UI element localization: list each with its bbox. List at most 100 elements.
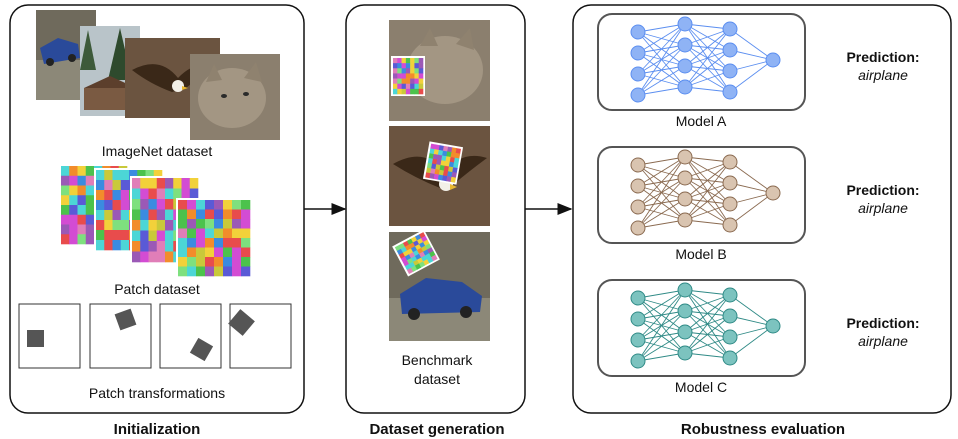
imagenet-photo-stack	[36, 10, 280, 140]
network-node	[677, 170, 693, 186]
dataset-generation-panel: Benchmark dataset	[345, 4, 526, 414]
patch-square-icon	[27, 330, 44, 347]
network-edge	[684, 86, 731, 93]
network-node	[630, 24, 646, 40]
patch-mosaic	[392, 229, 440, 277]
network-edge	[637, 156, 686, 187]
network-edge	[637, 23, 686, 54]
network-node	[630, 290, 646, 306]
network-edge	[684, 161, 731, 200]
network-edge	[684, 294, 731, 333]
adversarial-patch	[392, 229, 440, 277]
network-edge	[637, 219, 686, 229]
network-node	[722, 42, 738, 58]
network-edge	[684, 161, 731, 179]
robustness-evaluation-title: Robustness evaluation	[681, 421, 845, 438]
prediction-value: airplane	[858, 67, 908, 83]
network-node	[630, 178, 646, 194]
network-edge	[684, 336, 731, 354]
network-node	[630, 87, 646, 103]
network-edge	[684, 156, 731, 163]
transform-box-3	[159, 303, 222, 369]
network-edge	[637, 289, 686, 320]
network-edge	[729, 161, 774, 194]
network-edge	[729, 28, 774, 61]
benchmark-label-line1: Benchmark	[402, 352, 474, 368]
network-edge	[684, 70, 731, 88]
network-edge	[729, 192, 774, 226]
prediction-label: Prediction:	[846, 49, 919, 65]
prediction-label: Prediction:	[846, 315, 919, 331]
network-edge	[684, 203, 731, 221]
model-a-block: Model A Prediction: airplane	[597, 13, 920, 129]
network-edge	[637, 289, 686, 341]
network-node	[722, 287, 738, 303]
network-edge	[637, 23, 686, 96]
patch-dataset-stack	[61, 166, 252, 278]
network-edge	[637, 289, 686, 299]
network-node	[722, 154, 738, 170]
model-name: Model B	[675, 246, 726, 262]
network-edge	[637, 23, 686, 75]
model-name: Model C	[675, 379, 727, 395]
robustness-evaluation-panel: Model A Prediction: airplane Model B Predict…	[572, 4, 952, 414]
network-edge	[637, 198, 686, 229]
imagenet-dataset-label: ImageNet dataset	[102, 143, 213, 159]
network-node	[722, 350, 738, 366]
network-edge	[637, 177, 686, 229]
model-name: Model A	[676, 113, 727, 129]
network-node	[677, 345, 693, 361]
patch-square-icon	[189, 337, 214, 362]
network-node	[677, 324, 693, 340]
network-edge	[637, 156, 686, 208]
network-edge	[729, 294, 774, 327]
network-edge	[637, 310, 686, 362]
network-edge	[729, 59, 774, 93]
network-node	[630, 199, 646, 215]
network-node	[722, 196, 738, 212]
initialization-panel: ImageNet dataset Patch dataset Patch	[9, 4, 305, 414]
prediction-value: airplane	[858, 333, 908, 349]
network-edge	[637, 156, 686, 166]
network-node	[765, 318, 781, 334]
benchmark-label-line2: dataset	[414, 371, 460, 387]
network-node	[677, 191, 693, 207]
network-edge	[684, 23, 731, 30]
network-edge	[729, 325, 774, 359]
model-list: Model A Prediction: airplane Model B Predict…	[597, 13, 920, 395]
network-node	[630, 66, 646, 82]
network-node	[722, 217, 738, 233]
patch-mosaic	[391, 56, 425, 96]
initialization-title: Initialization	[114, 421, 201, 438]
network-node	[722, 21, 738, 37]
network-edge	[684, 28, 731, 46]
network-node	[722, 329, 738, 345]
network-edge	[637, 44, 686, 96]
network-edge	[637, 86, 686, 96]
network-edge	[637, 352, 686, 362]
network-edge	[684, 294, 731, 354]
network-node	[765, 52, 781, 68]
adversarial-patch	[422, 141, 464, 185]
neural-network-icon	[630, 282, 781, 369]
transform-box-2	[89, 303, 152, 369]
dataset-generation-title: Dataset generation	[369, 421, 504, 438]
network-edge	[684, 294, 731, 312]
patch-mosaic	[176, 198, 252, 278]
network-edge	[684, 219, 731, 226]
network-node	[722, 84, 738, 100]
patch-square-icon	[228, 309, 255, 336]
network-edge	[684, 28, 731, 88]
network-edge	[637, 331, 686, 362]
network-edge	[684, 28, 731, 67]
transform-box-4	[228, 303, 292, 369]
network-node	[630, 332, 646, 348]
model-c-block: Model C Prediction: airplane	[597, 279, 920, 395]
network-node	[677, 79, 693, 95]
network-node	[630, 157, 646, 173]
network-edge	[684, 182, 731, 221]
cat-patched-photo-icon	[389, 20, 490, 121]
network-node	[630, 311, 646, 327]
car-patched-photo-icon	[389, 229, 490, 341]
